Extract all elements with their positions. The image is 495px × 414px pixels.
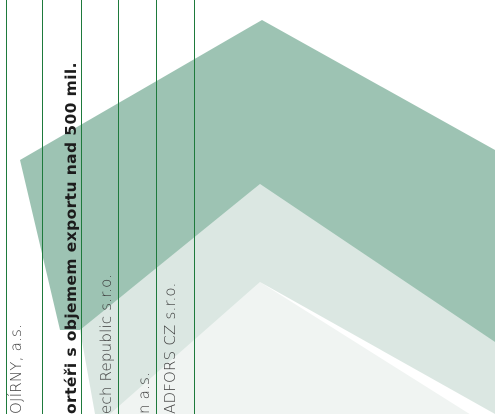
chevron-dark: [20, 20, 495, 342]
column-rule-2: [42, 0, 43, 414]
column-rule-3: [81, 0, 82, 414]
column-rule-1: [6, 0, 7, 414]
column-rule-4: [118, 0, 119, 414]
export-category-heading: ortéři s objemem exportu nad 500 mil.: [62, 62, 80, 414]
company-strip-4: n a.s.: [135, 371, 153, 414]
chevron-mid: [80, 184, 495, 414]
column-rule-5: [156, 0, 157, 414]
chevron-light: [110, 282, 495, 414]
company-strip-1: OJÍRNY, a.s.: [7, 324, 25, 414]
company-strip-3: ech Republic s.r.o.: [97, 273, 115, 414]
company-strip-5: ADFORS CZ s.r.o.: [161, 282, 179, 414]
column-rule-6: [194, 0, 195, 414]
